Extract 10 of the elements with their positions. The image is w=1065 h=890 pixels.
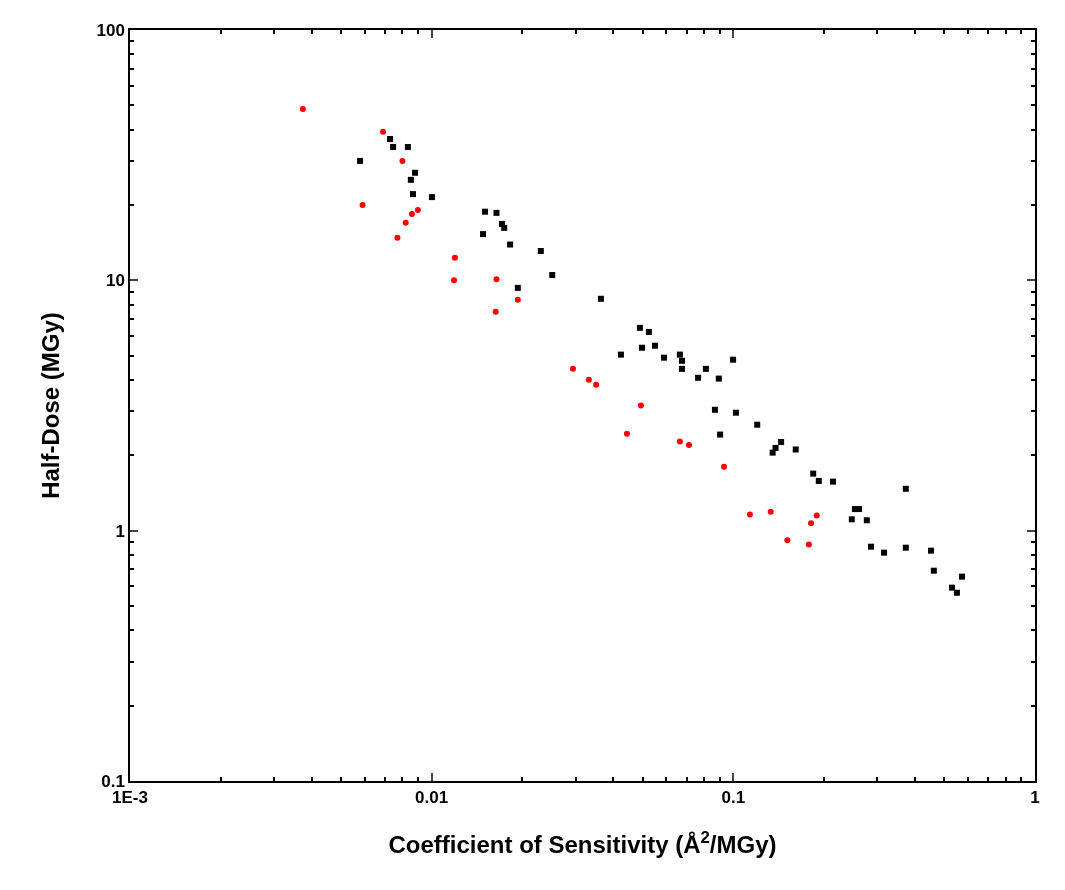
x-tick-label: 0.01 — [415, 788, 449, 808]
y-tick-label: 10 — [105, 271, 125, 291]
x-tick-label: 1E-3 — [112, 788, 148, 808]
x-tick-label: 1 — [1030, 788, 1040, 808]
y-tick-label: 0.1 — [101, 771, 125, 791]
x-tick-label: 0.1 — [721, 788, 746, 808]
y-axis-title: Half-Dose (MGy) — [37, 312, 65, 499]
x-axis-title: Coefficient of Sensitivity (Å$^{2}$/MGy) — [388, 827, 777, 858]
y-tick-label: 1 — [115, 521, 125, 541]
y-tick-label: 100 — [96, 20, 125, 40]
